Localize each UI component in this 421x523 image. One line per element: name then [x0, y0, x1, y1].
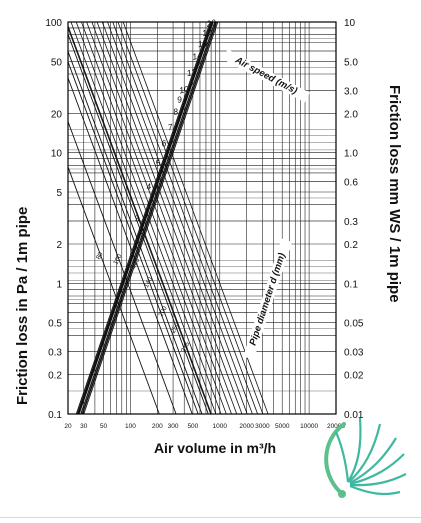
pipe-diameter-line [67, 51, 203, 415]
air-speed-series-label-group: Air speed (m/s) [222, 49, 310, 103]
x-tick-label: 3000 [255, 423, 270, 430]
x-tick-label: 1000 [213, 423, 228, 430]
air-speed-label: 4 [145, 181, 152, 192]
pipe-diameter-line [67, 166, 160, 415]
air-speed-line [82, 21, 218, 415]
x-tick-label: 30 [80, 423, 88, 430]
air-speed-label: 10 [178, 84, 190, 96]
x-tick-label: 50 [100, 423, 108, 430]
air-speed-line [78, 21, 214, 415]
y-left-tick-label: 20 [51, 109, 63, 120]
pipe-diameter-series-label: Pipe diameter d (mm) [247, 252, 287, 347]
pipe-diameter-label: 140 [143, 276, 154, 289]
pipe-diameter-series-label-bg [243, 238, 293, 360]
y-right-tick-label: 0.05 [344, 319, 364, 330]
pipe-diameter-line [67, 121, 177, 415]
pipe-diameter-label: 315 [180, 341, 191, 354]
pipe-diameter-label: 125 [130, 257, 141, 270]
x-tick-label: 20000 [327, 423, 345, 430]
y-right-tick-label: 5.0 [344, 57, 358, 68]
y-right-tick-label: 10 [344, 18, 356, 29]
y-axis-right-label: Friction loss mm WS / 1m pipe [386, 85, 403, 303]
pipe-diameter-label: 80 [95, 251, 105, 261]
green-fan-swirl-icon [324, 417, 407, 498]
pipe-diameter-line [67, 34, 209, 415]
pipe-diameter-line [112, 21, 258, 415]
x-tick-label: 2000 [239, 423, 254, 430]
air-speed-line [83, 21, 219, 415]
pipe-diameter-line [101, 21, 248, 415]
y-left-tick-label: 50 [51, 57, 63, 68]
pipe-diameter-series-label-group: Pipe diameter d (mm) [243, 238, 293, 360]
pipe-diameter-line [75, 21, 222, 415]
y-left-tick-label: 2 [56, 240, 62, 251]
y-left-tick-label: 0.1 [48, 410, 62, 421]
pipe-diameter-line [70, 21, 217, 415]
x-tick-label: 20 [64, 423, 72, 430]
y-left-tick-label: 0.3 [48, 348, 62, 359]
y-right-tick-label: 0.1 [344, 279, 358, 290]
chart-frame [67, 21, 337, 415]
pipe-diameter-line [122, 21, 269, 415]
pipe-diameter-label: 250 [170, 321, 181, 334]
y-right-tick-label: 0.3 [344, 217, 358, 228]
air-speed-label: 6 [160, 138, 167, 149]
y-axis-right-label-wrap: Friction loss mm WS / 1m pipe [383, 85, 403, 385]
pipe-diameter-line [67, 25, 212, 415]
y-left-tick-label: 1 [56, 279, 62, 290]
pipe-diameter-line [107, 21, 253, 415]
air-speed-label: 8 [172, 106, 179, 117]
y-right-tick-label: 2.0 [344, 109, 358, 120]
air-speed-lines: 2018161412109876543 [75, 17, 219, 415]
y-left-tick-label: 0.2 [48, 371, 62, 382]
y-left-tick-label: 0.5 [48, 319, 62, 330]
air-speed-line [76, 21, 212, 415]
air-speed-label: 3 [134, 213, 141, 224]
pipe-diameter-line [91, 21, 238, 415]
pipe-diameter-line [67, 77, 193, 415]
y-right-tick-label: 0.01 [344, 410, 364, 421]
y-axis-left-label-wrap: Friction loss in Pa / 1m pipe [14, 125, 34, 405]
x-axis-label: Air volume in m³/h [153, 440, 277, 456]
y-right-tick-label: 0.6 [344, 178, 358, 189]
y-right-tick-label: 0.02 [344, 371, 364, 382]
y-axis-left-label: Friction loss in Pa / 1m pipe [14, 206, 31, 405]
air-speed-label: 12 [186, 66, 198, 78]
x-tick-label: 100 [125, 423, 136, 430]
y-right-tick-label: 0.2 [344, 240, 358, 251]
tick-labels: 20 30 50 100 200 300 500 1000 2000 3000 5000 10000 2… [45, 18, 364, 430]
x-tick-label: 10000 [300, 423, 318, 430]
footer-divider [0, 517, 421, 518]
air-speed-series-label-bg [222, 49, 310, 103]
plot-frame [67, 21, 337, 415]
air-speed-label: 14 [191, 50, 203, 62]
x-tick-label: 200 [152, 423, 163, 430]
air-speed-label: 5 [154, 158, 161, 169]
pipe-diameter-line [67, 61, 199, 415]
x-tick-label: 500 [187, 423, 198, 430]
y-left-tick-label: 100 [45, 18, 62, 29]
y-right-tick-label: 1.0 [344, 149, 358, 160]
pipe-diameter-line [86, 21, 232, 415]
pipe-diameter-label: 100 [112, 253, 123, 266]
y-right-tick-label: 0.03 [344, 348, 364, 359]
x-tick-label: 300 [168, 423, 179, 430]
pipe-diameter-label: 200 [157, 305, 168, 318]
pipe-diameter-line [96, 21, 243, 415]
air-speed-line [77, 21, 213, 415]
y-right-tick-label: 3.0 [344, 86, 358, 97]
pipe-diameter-line [67, 27, 212, 415]
pipe-diameter-line [81, 21, 227, 415]
pipe-diameter-line [117, 21, 264, 415]
air-speed-line [80, 21, 216, 415]
air-speed-label: 7 [167, 122, 174, 133]
x-tick-label: 5000 [275, 423, 290, 430]
air-speed-label: 9 [176, 94, 183, 105]
y-left-tick-label: 5 [56, 188, 62, 199]
y-left-tick-label: 10 [51, 149, 63, 160]
